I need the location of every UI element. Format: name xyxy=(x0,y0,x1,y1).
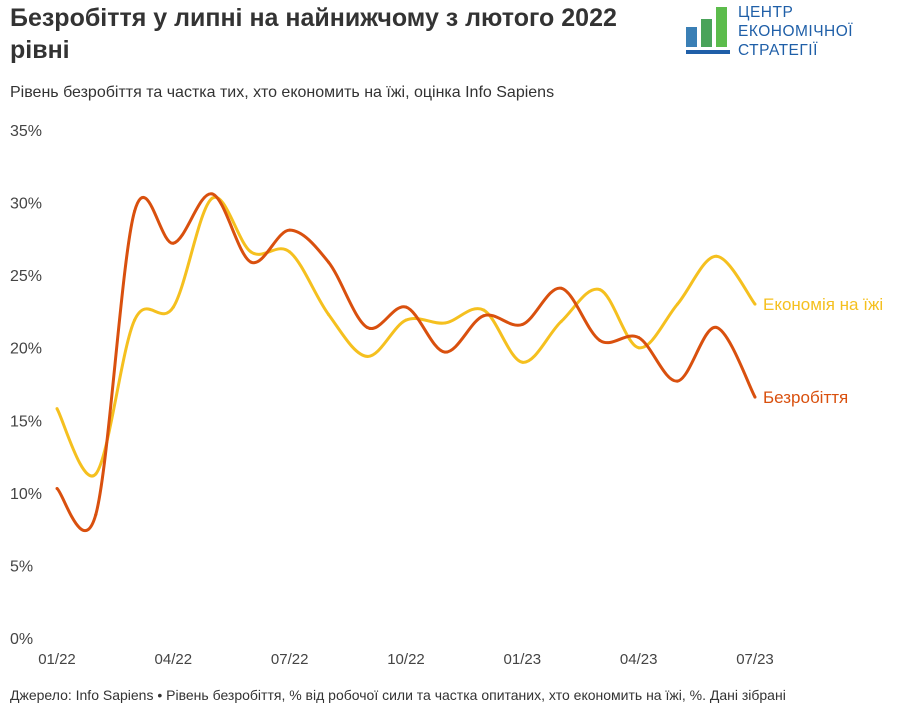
source-note: Джерело: Info Sapiens • Рівень безробітт… xyxy=(10,687,786,703)
y-tick-label: 10% xyxy=(10,486,42,503)
x-tick-label: 04/22 xyxy=(155,651,193,668)
series-line-unemployment xyxy=(55,192,757,533)
y-tick-label: 25% xyxy=(10,268,42,285)
data-point xyxy=(365,354,369,358)
data-point xyxy=(675,379,679,383)
logo: ЦЕНТР ЕКОНОМІЧНОЇ СТРАТЕГІЇ xyxy=(686,3,896,63)
data-point xyxy=(365,325,369,329)
logo-line: ЦЕНТР xyxy=(738,4,794,21)
data-point xyxy=(520,360,524,364)
data-point xyxy=(171,241,175,245)
data-point xyxy=(133,318,137,322)
data-point xyxy=(598,338,602,342)
logo-line: СТРАТЕГІЇ xyxy=(738,42,818,59)
x-tick-label: 10/22 xyxy=(387,651,425,668)
y-tick-label: 20% xyxy=(10,341,42,358)
data-point xyxy=(94,513,98,517)
data-point xyxy=(482,308,486,312)
data-point xyxy=(326,312,330,316)
x-tick-label: 07/23 xyxy=(736,651,774,668)
logo-bars-icon xyxy=(686,7,730,54)
data-point xyxy=(288,250,292,254)
series-line-food-savings xyxy=(55,195,757,478)
y-tick-label: 35% xyxy=(10,123,42,140)
data-point xyxy=(598,288,602,292)
data-point xyxy=(443,350,447,354)
data-point xyxy=(714,254,718,258)
x-tick-label: 01/22 xyxy=(38,651,76,668)
y-tick-label: 5% xyxy=(10,558,33,575)
x-tick-label: 01/23 xyxy=(504,651,542,668)
data-point xyxy=(249,250,253,254)
data-point xyxy=(443,321,447,325)
data-point xyxy=(520,322,524,326)
data-point xyxy=(171,305,175,309)
series-label: Безробіття xyxy=(763,388,848,407)
logo-line: ЕКОНОМІЧНОЇ xyxy=(738,23,854,40)
data-point xyxy=(675,302,679,306)
data-point xyxy=(210,196,214,200)
data-point xyxy=(637,336,641,340)
data-point xyxy=(249,260,253,264)
y-tick-label: 0% xyxy=(10,631,33,648)
data-point xyxy=(404,318,408,322)
chart-title: Безробіття у липні на найнижчому з лютог… xyxy=(10,4,617,64)
data-point xyxy=(55,487,59,491)
data-point xyxy=(559,320,563,324)
data-point xyxy=(637,346,641,350)
data-point xyxy=(753,302,757,306)
data-point xyxy=(133,209,137,213)
data-point xyxy=(714,325,718,329)
data-point xyxy=(559,286,563,290)
chart-subtitle: Рівень безробіття та частка тих, хто еко… xyxy=(10,84,555,101)
x-tick-label: 07/22 xyxy=(271,651,309,668)
data-point xyxy=(94,472,98,476)
y-tick-label: 15% xyxy=(10,413,42,430)
data-point xyxy=(404,305,408,309)
data-point xyxy=(326,260,330,264)
x-tick-label: 04/23 xyxy=(620,651,658,668)
data-point xyxy=(753,395,757,399)
y-tick-label: 30% xyxy=(10,196,42,213)
data-point xyxy=(210,192,214,196)
data-point xyxy=(288,228,292,232)
data-point xyxy=(55,407,59,411)
data-point xyxy=(482,314,486,318)
series-label: Економія на їжі xyxy=(763,295,883,314)
